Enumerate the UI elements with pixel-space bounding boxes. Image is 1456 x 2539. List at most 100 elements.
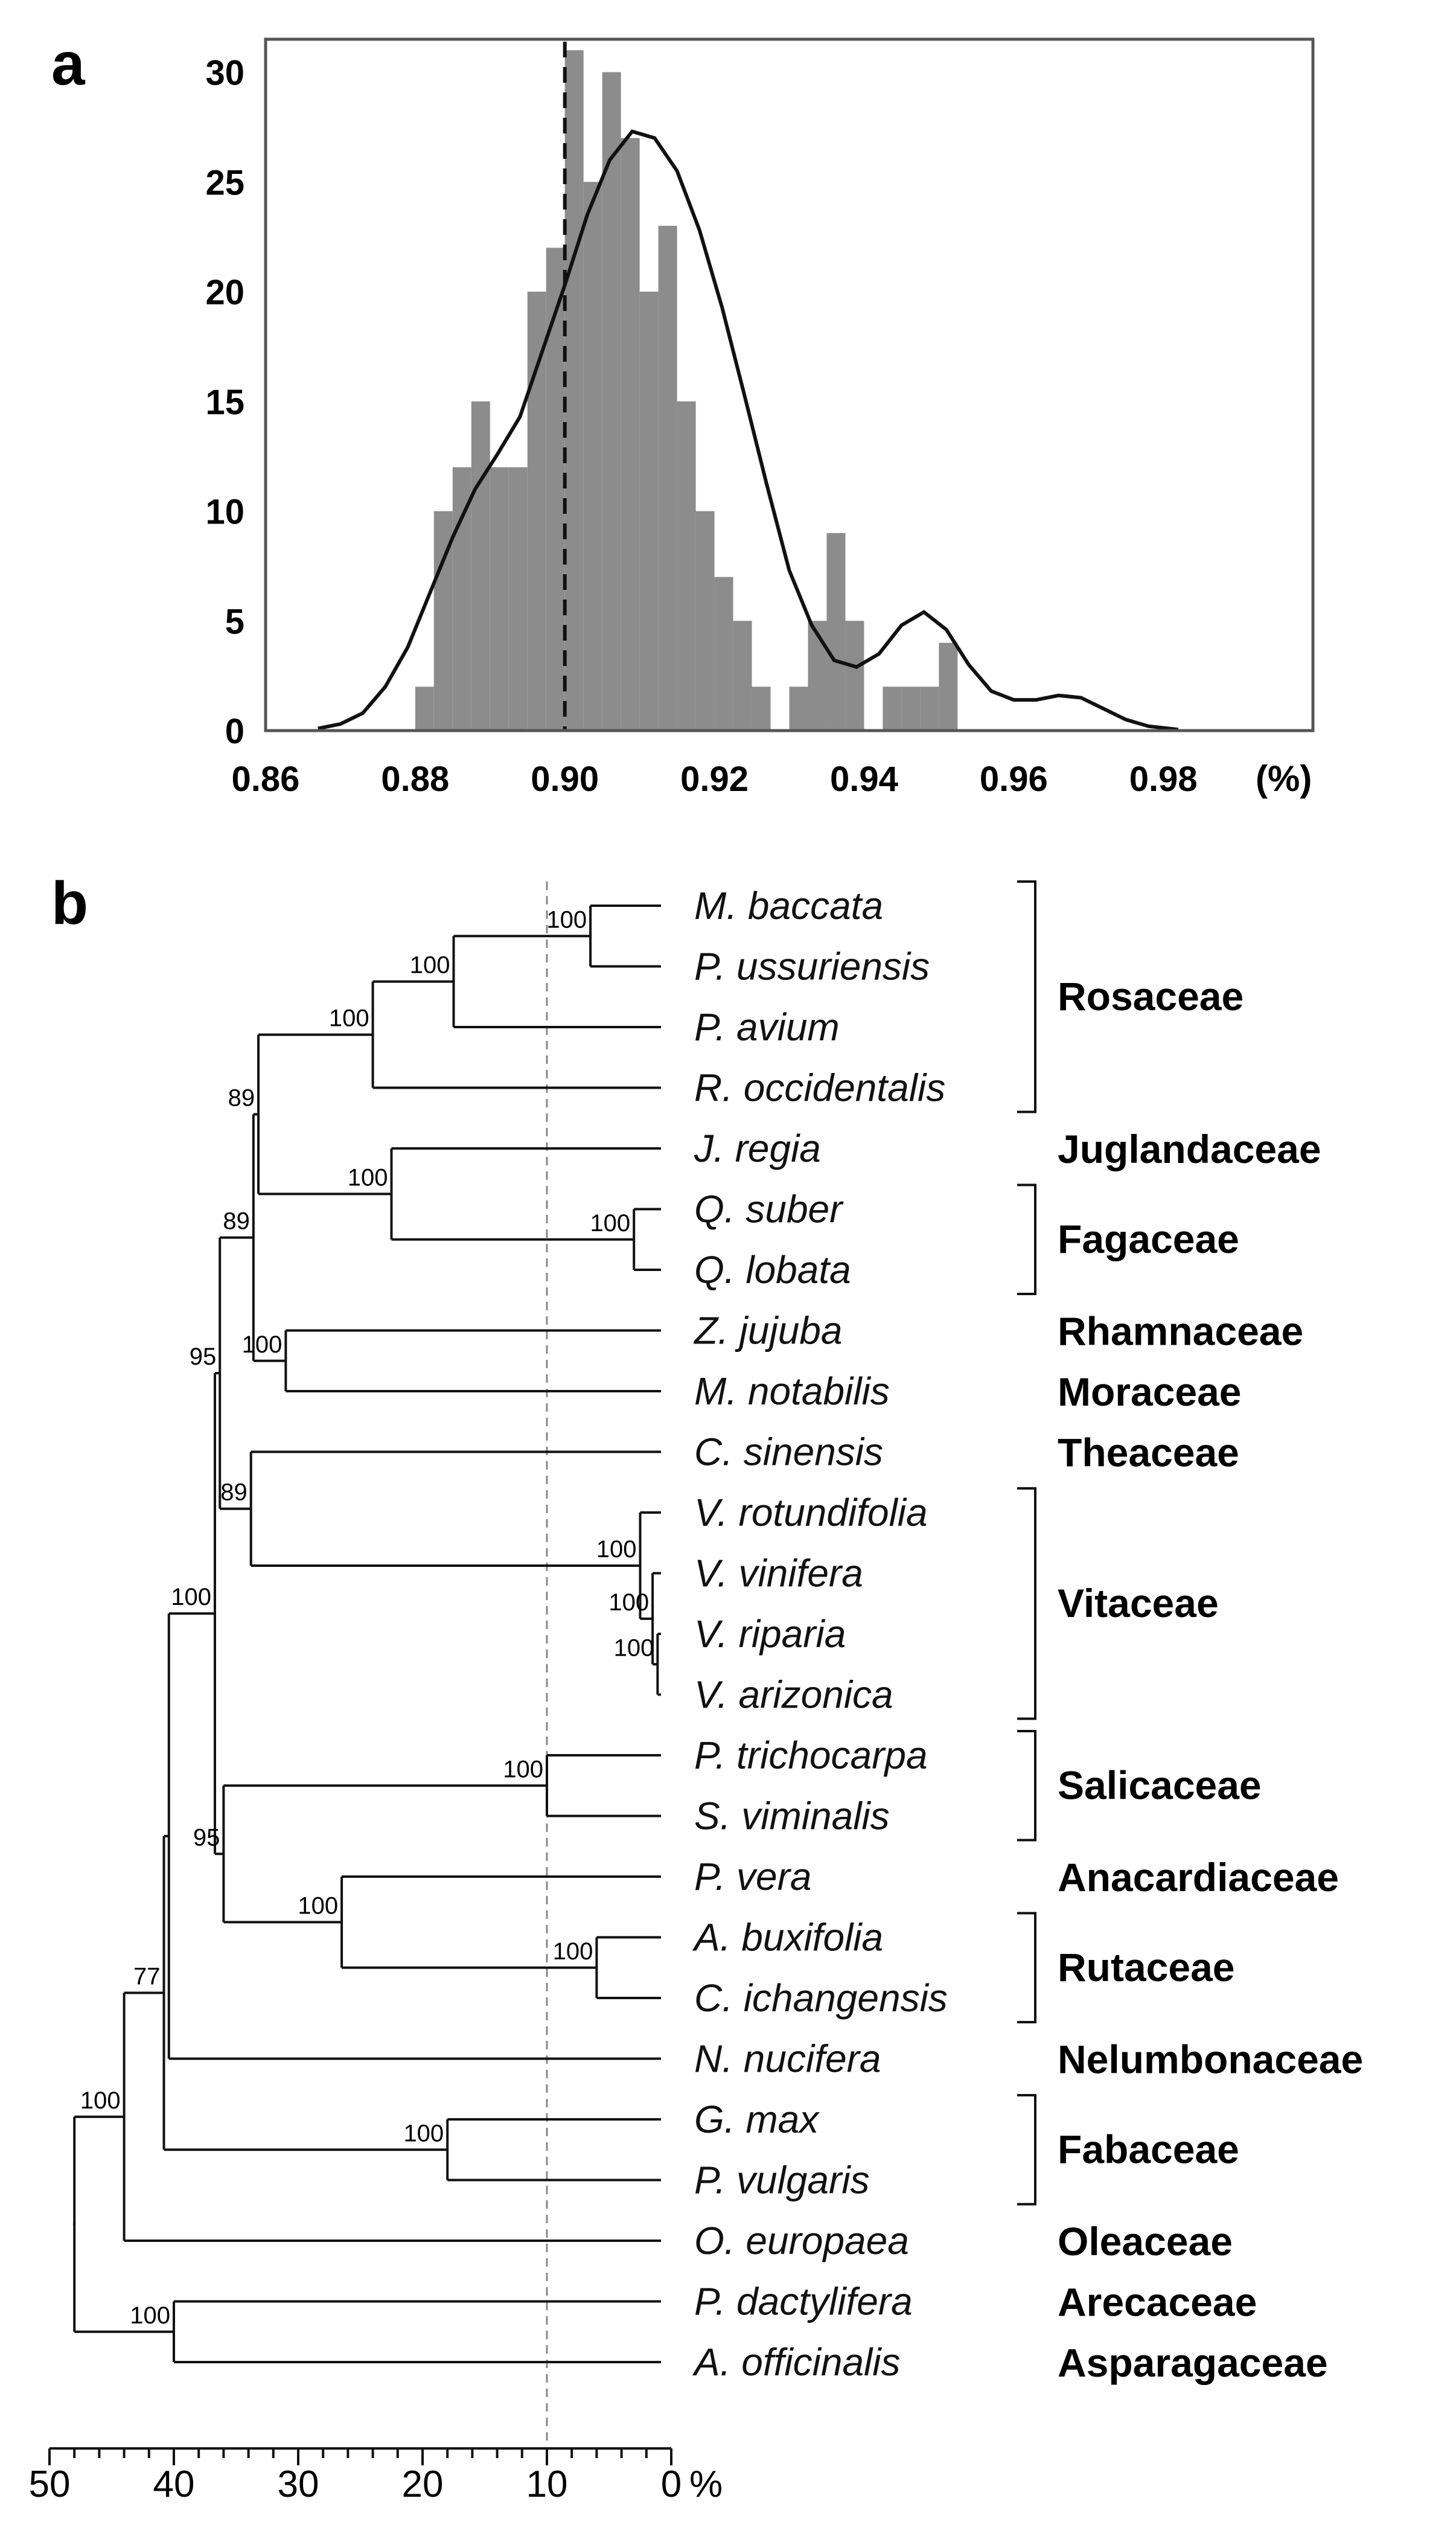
- support-value: 77: [133, 1964, 161, 1990]
- x-tick-label: 0.90: [531, 760, 599, 799]
- species-label: Q. suber: [694, 1188, 844, 1231]
- x-tick-label: 0.94: [830, 760, 898, 799]
- species-label: P. dactylifera: [694, 2280, 913, 2323]
- support-value: 89: [228, 1084, 255, 1111]
- y-tick-label: 15: [205, 383, 244, 422]
- x-tick-label: 0.98: [1129, 760, 1198, 799]
- support-value: 100: [553, 1938, 593, 1965]
- support-value: 100: [130, 2302, 170, 2329]
- support-value: 100: [546, 906, 587, 933]
- species-label: O. europaea: [694, 2219, 909, 2262]
- histogram-bar: [733, 621, 752, 731]
- scale-tick-label: 50: [29, 2464, 71, 2505]
- family-label: Fabaceae: [1058, 2127, 1239, 2171]
- x-axis-unit: (%): [1256, 758, 1312, 799]
- family-label: Rosaceae: [1058, 974, 1244, 1019]
- species-label: N. nucifera: [694, 2037, 881, 2081]
- scale-tick-label: 30: [278, 2464, 319, 2505]
- species-label: P. trichocarpa: [694, 1734, 928, 1777]
- family-label: Theaceae: [1058, 1430, 1239, 1475]
- dendrogram-scale-axis: 50 40 30 20 10 0: [29, 2447, 682, 2505]
- panel-a-label: a: [51, 30, 86, 98]
- y-tick-label: 10: [205, 493, 244, 532]
- histogram-bars: [415, 50, 958, 731]
- family-label: Anacardiaceae: [1058, 1855, 1339, 1900]
- histogram-bar: [564, 50, 584, 731]
- species-label: J. regia: [694, 1127, 821, 1170]
- family-labels: Rosaceae Juglandaceae Fagaceae Rhamnaceae Mo…: [1058, 974, 1363, 2385]
- histogram-bar: [695, 511, 715, 731]
- family-label: Rhamnaceae: [1058, 1309, 1303, 1354]
- family-bracket: [1017, 2094, 1036, 2206]
- species-label: M. baccata: [694, 884, 883, 927]
- x-tick-label: 0.92: [680, 760, 749, 799]
- histogram-bar: [883, 687, 902, 731]
- family-label: Salicaceae: [1058, 1763, 1262, 1807]
- family-label: Rutaceae: [1058, 1945, 1235, 1990]
- support-value: 100: [410, 952, 450, 979]
- support-value: 100: [403, 2120, 444, 2147]
- histogram-bar: [845, 621, 864, 731]
- support-value: 95: [193, 1824, 220, 1851]
- histogram-bar: [471, 401, 490, 731]
- y-tick-label: 20: [205, 273, 244, 312]
- species-label: P. vera: [694, 1855, 812, 1898]
- family-bracket: [1017, 1730, 1036, 1842]
- species-label: R. occidentalis: [694, 1066, 945, 1110]
- support-value: 100: [348, 1164, 388, 1191]
- species-label: V. riparia: [694, 1612, 846, 1656]
- histogram-bar: [639, 292, 659, 731]
- family-bracket: [1017, 1183, 1036, 1295]
- x-tick-label: 0.96: [980, 760, 1048, 799]
- species-label: P. vulgaris: [694, 2159, 870, 2202]
- species-label: A. buxifolia: [692, 1916, 883, 1959]
- histogram-bar: [621, 138, 640, 731]
- species-label: Q. lobata: [694, 1248, 851, 1292]
- bootstrap-support-labels: 100 100 100 100 100 89 100 89 100 100 100 89 95 100 10…: [80, 906, 654, 2329]
- histogram-bar: [490, 467, 509, 731]
- species-labels: M. baccata P. ussuriensis P. avium R. occid…: [692, 884, 948, 2384]
- histogram-bar: [939, 642, 958, 731]
- histogram-bar: [752, 687, 771, 731]
- histogram-bar: [714, 577, 733, 731]
- support-value: 100: [298, 1892, 338, 1919]
- histogram-bar: [677, 401, 696, 731]
- y-tick-label: 30: [205, 54, 244, 93]
- histogram-bar: [920, 687, 939, 731]
- histogram-bar: [415, 687, 434, 731]
- family-label: Nelumbonaceae: [1058, 2037, 1363, 2082]
- species-label: S. viminalis: [694, 1795, 890, 1838]
- species-label: A. officinalis: [692, 2340, 900, 2384]
- panel-b-dendrogram: b 10010010010010089100891001001008995100…: [29, 869, 1364, 2505]
- histogram-bar: [546, 248, 565, 731]
- family-label: Oleaceae: [1058, 2219, 1233, 2264]
- histogram-bar: [527, 292, 546, 731]
- family-label: Asparagaceae: [1058, 2340, 1328, 2385]
- family-label: Fagaceae: [1058, 1217, 1239, 1261]
- support-value: 100: [242, 1331, 283, 1358]
- support-value: 89: [223, 1208, 250, 1235]
- scale-tick-label: 20: [402, 2464, 444, 2505]
- family-bracket: [1017, 880, 1036, 1113]
- panel-b-label: b: [51, 869, 88, 937]
- x-tick-label: 0.86: [232, 760, 300, 799]
- y-tick-label: 25: [205, 163, 244, 202]
- x-axis-ticks: 0.86 0.88 0.90 0.92 0.94 0.96 0.98: [232, 760, 1198, 799]
- species-label: V. vinifera: [694, 1552, 863, 1595]
- family-bracket: [1017, 1912, 1036, 2023]
- support-value: 100: [80, 2087, 121, 2114]
- species-label: Z. jujuba: [693, 1309, 842, 1353]
- tree-branches: [73, 904, 661, 2363]
- species-label: M. notabilis: [694, 1369, 890, 1413]
- y-tick-label: 5: [225, 602, 244, 641]
- species-label: G. max: [694, 2098, 820, 2141]
- species-label: C. ichangensis: [694, 1976, 948, 2020]
- family-label: Juglandaceae: [1058, 1127, 1321, 1171]
- support-value: 100: [596, 1536, 637, 1563]
- support-value: 95: [190, 1343, 217, 1370]
- histogram-bar: [658, 225, 677, 731]
- histogram-bar: [602, 72, 621, 731]
- family-label: Vitaceae: [1058, 1581, 1219, 1625]
